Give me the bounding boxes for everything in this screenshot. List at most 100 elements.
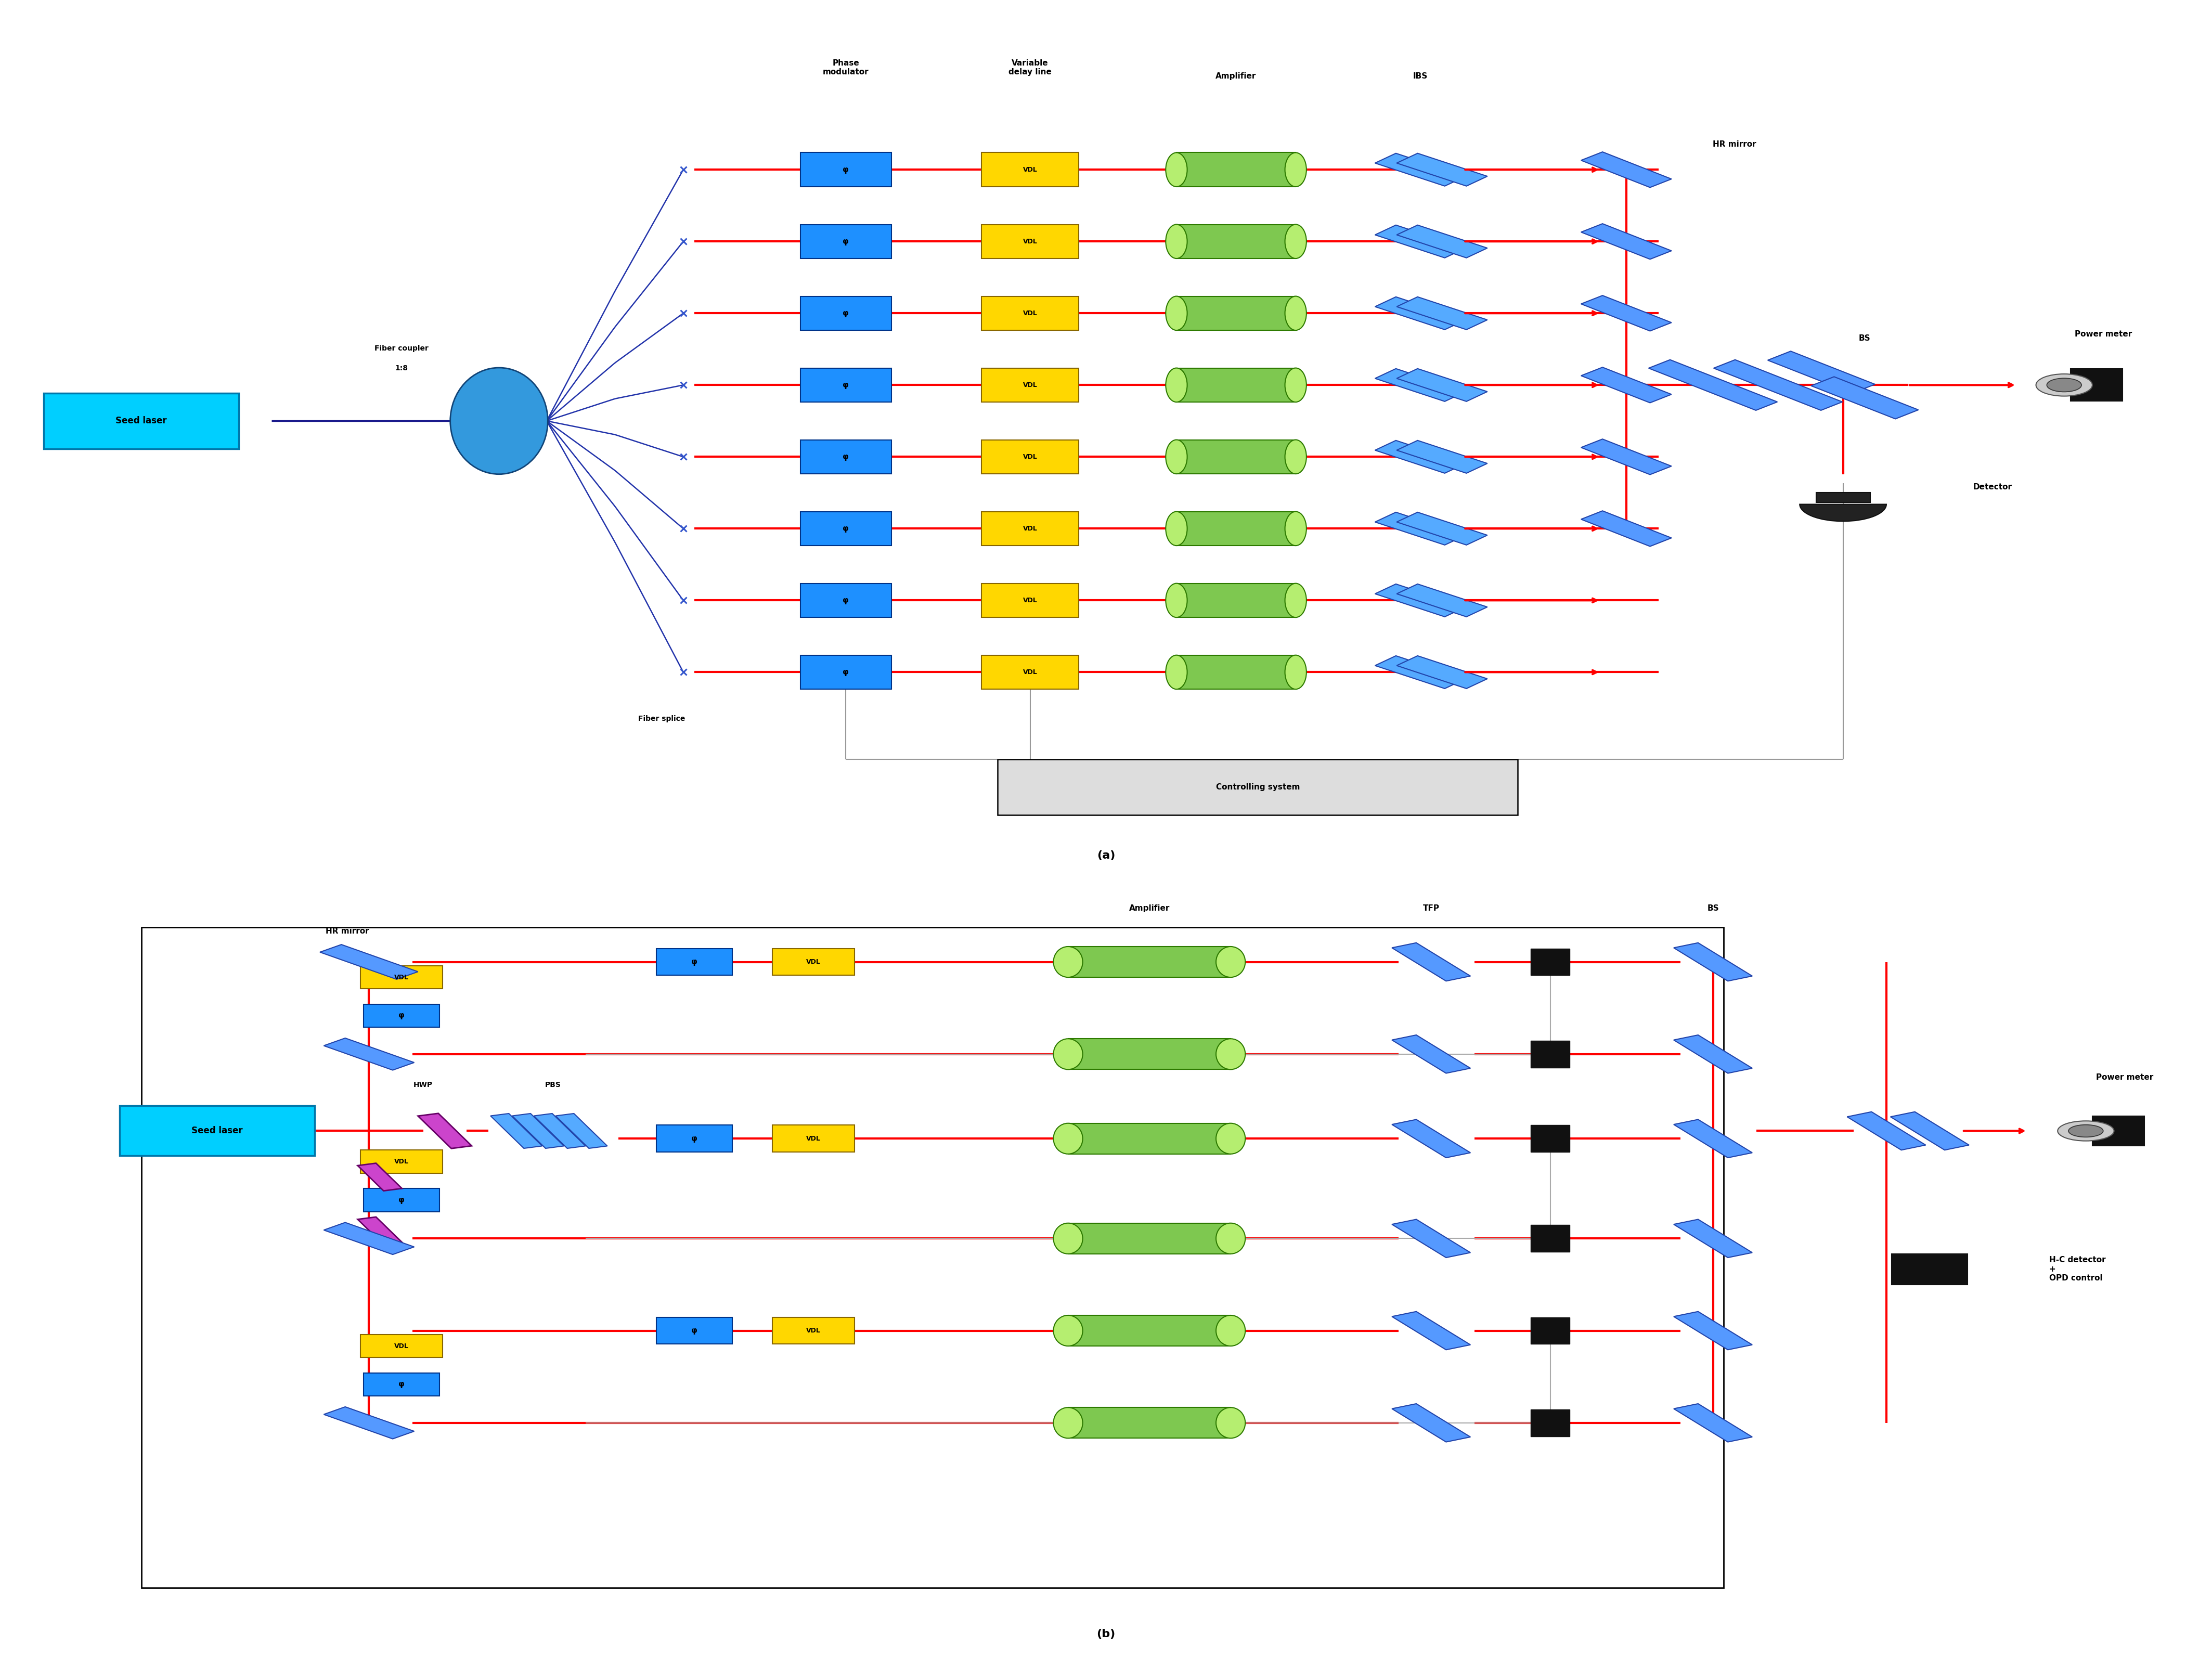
FancyBboxPatch shape (363, 1189, 440, 1212)
Ellipse shape (1285, 224, 1307, 259)
Text: TFP: TFP (1422, 903, 1440, 912)
Text: VDL: VDL (1022, 167, 1037, 174)
Polygon shape (1891, 1112, 1969, 1151)
Ellipse shape (1166, 439, 1188, 474)
FancyBboxPatch shape (982, 296, 1079, 331)
Ellipse shape (1166, 296, 1188, 331)
FancyBboxPatch shape (801, 152, 891, 187)
Text: φ: φ (843, 381, 849, 389)
Polygon shape (1648, 359, 1778, 411)
Polygon shape (1376, 584, 1467, 616)
Text: VDL: VDL (805, 959, 821, 965)
Text: HR mirror: HR mirror (1712, 140, 1756, 149)
Text: BS: BS (1858, 334, 1871, 342)
Text: φ: φ (843, 165, 849, 174)
Text: φ: φ (398, 1012, 405, 1020)
FancyBboxPatch shape (1531, 1040, 1571, 1067)
Text: φ: φ (843, 453, 849, 461)
FancyBboxPatch shape (801, 655, 891, 690)
Text: φ: φ (843, 668, 849, 676)
Polygon shape (1674, 1219, 1752, 1258)
FancyBboxPatch shape (1068, 947, 1230, 977)
Text: Detector: Detector (1973, 483, 2013, 491)
Text: φ: φ (843, 524, 849, 533)
Polygon shape (1391, 1035, 1471, 1074)
Text: Fiber splice: Fiber splice (637, 715, 686, 723)
FancyBboxPatch shape (801, 224, 891, 259)
FancyBboxPatch shape (1531, 1318, 1571, 1344)
FancyBboxPatch shape (801, 583, 891, 618)
Ellipse shape (1285, 655, 1307, 690)
Polygon shape (1674, 1119, 1752, 1157)
FancyBboxPatch shape (1068, 1124, 1230, 1154)
Polygon shape (1391, 1404, 1471, 1441)
FancyBboxPatch shape (361, 1151, 442, 1172)
Ellipse shape (1166, 583, 1188, 618)
Polygon shape (323, 1406, 414, 1440)
Polygon shape (418, 1114, 471, 1149)
Text: VDL: VDL (1022, 382, 1037, 389)
Text: Power meter: Power meter (2097, 1074, 2154, 1080)
FancyBboxPatch shape (1068, 1408, 1230, 1438)
FancyBboxPatch shape (1531, 1409, 1571, 1436)
FancyBboxPatch shape (982, 583, 1079, 618)
Ellipse shape (2035, 374, 2093, 396)
FancyBboxPatch shape (1177, 224, 1296, 259)
Polygon shape (1674, 1311, 1752, 1349)
Polygon shape (513, 1114, 564, 1149)
Ellipse shape (451, 367, 549, 474)
Text: φ: φ (690, 959, 697, 965)
Polygon shape (358, 1217, 403, 1244)
Polygon shape (1396, 369, 1486, 401)
Ellipse shape (1217, 947, 1245, 977)
Text: Fiber coupler: Fiber coupler (374, 346, 429, 352)
Polygon shape (1376, 225, 1467, 257)
Polygon shape (1582, 367, 1672, 402)
Text: Seed laser: Seed laser (192, 1126, 243, 1136)
FancyBboxPatch shape (772, 949, 854, 975)
Polygon shape (321, 945, 418, 979)
Polygon shape (1767, 351, 1876, 394)
Ellipse shape (1053, 1124, 1082, 1154)
Text: VDL: VDL (1022, 311, 1037, 317)
Text: (b): (b) (1097, 1628, 1115, 1640)
FancyBboxPatch shape (1177, 655, 1296, 690)
Polygon shape (1582, 439, 1672, 474)
FancyBboxPatch shape (119, 1106, 314, 1156)
Text: φ: φ (690, 1326, 697, 1334)
FancyBboxPatch shape (998, 760, 1517, 815)
Text: VDL: VDL (1022, 454, 1037, 461)
Text: VDL: VDL (1022, 526, 1037, 533)
Polygon shape (1396, 154, 1486, 185)
FancyBboxPatch shape (1531, 1126, 1571, 1152)
FancyBboxPatch shape (1068, 1039, 1230, 1069)
FancyBboxPatch shape (657, 1126, 732, 1152)
Ellipse shape (1285, 583, 1307, 618)
Polygon shape (1582, 296, 1672, 331)
Ellipse shape (1166, 511, 1188, 546)
FancyBboxPatch shape (1177, 296, 1296, 331)
Ellipse shape (1053, 1222, 1082, 1254)
Polygon shape (1396, 441, 1486, 473)
Ellipse shape (1217, 1222, 1245, 1254)
Polygon shape (1391, 1219, 1471, 1258)
Ellipse shape (1285, 296, 1307, 331)
Polygon shape (323, 1039, 414, 1070)
Polygon shape (1674, 944, 1752, 980)
FancyBboxPatch shape (657, 1318, 732, 1344)
Polygon shape (533, 1114, 586, 1149)
Text: VDL: VDL (394, 1159, 409, 1166)
Ellipse shape (1217, 1039, 1245, 1069)
Polygon shape (1376, 441, 1467, 473)
Text: PBS: PBS (544, 1080, 562, 1089)
Text: φ: φ (843, 596, 849, 605)
FancyBboxPatch shape (801, 511, 891, 546)
Ellipse shape (1217, 1124, 1245, 1154)
Text: BS: BS (1708, 903, 1719, 912)
Ellipse shape (1166, 655, 1188, 690)
Text: H-C detector
+
OPD control: H-C detector + OPD control (2048, 1256, 2106, 1283)
Ellipse shape (1166, 224, 1188, 259)
Text: VDL: VDL (1022, 668, 1037, 676)
Ellipse shape (1053, 1039, 1082, 1069)
Polygon shape (1714, 359, 1843, 411)
